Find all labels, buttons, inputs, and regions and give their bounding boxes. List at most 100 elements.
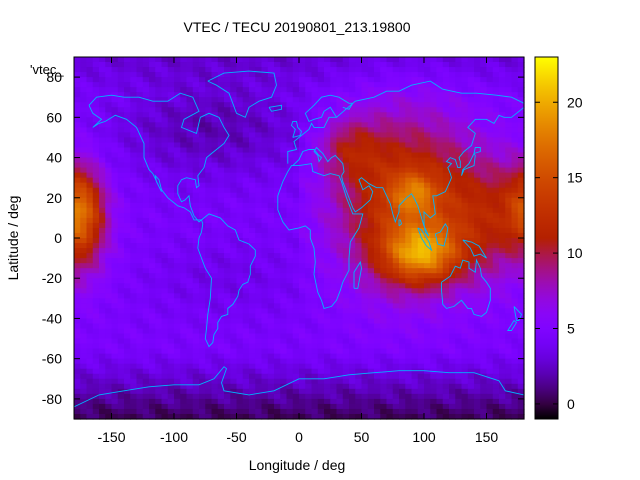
heatmap-cell bbox=[442, 162, 450, 169]
heatmap-cell bbox=[486, 273, 494, 279]
heatmap-cell bbox=[236, 323, 244, 330]
heatmap-cell bbox=[230, 308, 238, 315]
heatmap-cell bbox=[405, 137, 413, 144]
heatmap-cell bbox=[467, 278, 475, 284]
heatmap-cell bbox=[211, 268, 219, 274]
heatmap-cell bbox=[342, 227, 350, 234]
heatmap-cell bbox=[255, 398, 263, 405]
heatmap-cell bbox=[267, 328, 275, 335]
heatmap-cell bbox=[199, 72, 206, 78]
heatmap-cell bbox=[417, 263, 425, 269]
heatmap-cell bbox=[249, 97, 256, 103]
heatmap-cell bbox=[392, 368, 400, 375]
heatmap-cell bbox=[386, 238, 394, 244]
heatmap-cell bbox=[380, 338, 388, 345]
heatmap-cell bbox=[267, 157, 275, 164]
heatmap-cell bbox=[467, 122, 475, 128]
heatmap-cell bbox=[161, 308, 169, 315]
heatmap-cell bbox=[192, 238, 200, 244]
heatmap-cell bbox=[92, 192, 100, 199]
heatmap-cell bbox=[455, 227, 463, 234]
heatmap-cell bbox=[299, 97, 306, 103]
heatmap-cell bbox=[455, 373, 463, 380]
heatmap-cell bbox=[199, 182, 206, 189]
heatmap-cell bbox=[405, 207, 413, 214]
heatmap-cell bbox=[411, 253, 419, 259]
heatmap-cell bbox=[492, 97, 500, 103]
heatmap-cell bbox=[105, 258, 113, 264]
heatmap-cell bbox=[242, 308, 250, 315]
heatmap-cell bbox=[517, 358, 525, 365]
heatmap-cell bbox=[155, 107, 163, 113]
heatmap-cell bbox=[311, 353, 319, 360]
heatmap-cell bbox=[230, 368, 238, 375]
heatmap-cell bbox=[261, 248, 269, 254]
heatmap-cell bbox=[261, 227, 269, 234]
heatmap-cell bbox=[299, 258, 306, 264]
heatmap-cell bbox=[292, 82, 300, 88]
heatmap-cell bbox=[349, 398, 356, 405]
heatmap-cell bbox=[511, 232, 519, 239]
heatmap-cell bbox=[255, 368, 263, 375]
heatmap-cell bbox=[449, 227, 456, 234]
heatmap-cell bbox=[499, 117, 506, 123]
heatmap-cell bbox=[224, 172, 231, 179]
heatmap-cell bbox=[205, 353, 213, 360]
heatmap-cell bbox=[492, 358, 500, 365]
heatmap-cell bbox=[367, 132, 375, 139]
heatmap-cell bbox=[324, 273, 331, 279]
heatmap-cell bbox=[517, 127, 525, 134]
heatmap-cell bbox=[155, 97, 163, 103]
heatmap-cell bbox=[149, 293, 156, 299]
heatmap-cell bbox=[161, 363, 169, 370]
heatmap-cell bbox=[217, 167, 225, 174]
heatmap-cell bbox=[467, 288, 475, 294]
heatmap-cell bbox=[492, 162, 500, 169]
heatmap-cell bbox=[92, 177, 100, 184]
heatmap-cell bbox=[99, 323, 106, 330]
heatmap-cell bbox=[442, 92, 450, 98]
heatmap-cell bbox=[424, 378, 431, 385]
heatmap-cell bbox=[455, 393, 463, 400]
heatmap-cell bbox=[249, 283, 256, 289]
heatmap-cell bbox=[311, 238, 319, 244]
heatmap-cell bbox=[442, 212, 450, 219]
heatmap-cell bbox=[224, 253, 231, 259]
heatmap-cell bbox=[436, 253, 444, 259]
heatmap-cell bbox=[480, 303, 488, 309]
heatmap-cell bbox=[411, 67, 419, 73]
heatmap-cell bbox=[474, 172, 481, 179]
heatmap-cell bbox=[374, 258, 381, 264]
heatmap-cell bbox=[317, 132, 325, 139]
heatmap-cell bbox=[74, 278, 81, 284]
heatmap-cell bbox=[80, 378, 88, 385]
heatmap-cell bbox=[467, 338, 475, 345]
heatmap-cell bbox=[505, 288, 513, 294]
heatmap-cell bbox=[142, 187, 150, 194]
heatmap-cell bbox=[399, 227, 406, 234]
heatmap-cell bbox=[349, 147, 356, 154]
heatmap-cell bbox=[411, 187, 419, 194]
heatmap-cell bbox=[299, 227, 306, 234]
heatmap-cell bbox=[86, 82, 94, 88]
heatmap-cell bbox=[111, 132, 119, 139]
heatmap-cell bbox=[80, 253, 88, 259]
heatmap-cell bbox=[124, 258, 131, 264]
heatmap-cell bbox=[455, 147, 463, 154]
heatmap-cell bbox=[217, 318, 225, 325]
heatmap-cell bbox=[455, 177, 463, 184]
heatmap-cell bbox=[155, 378, 163, 385]
heatmap-cell bbox=[211, 102, 219, 108]
heatmap-cell bbox=[324, 363, 331, 370]
heatmap-cell bbox=[449, 122, 456, 128]
heatmap-cell bbox=[174, 368, 181, 375]
heatmap-cell bbox=[367, 358, 375, 365]
heatmap-cell bbox=[442, 207, 450, 214]
heatmap-cell bbox=[299, 172, 306, 179]
heatmap-cell bbox=[136, 192, 144, 199]
heatmap-cell bbox=[405, 258, 413, 264]
heatmap-cell bbox=[142, 232, 150, 239]
heatmap-cell bbox=[505, 227, 513, 234]
heatmap-cell bbox=[255, 303, 263, 309]
heatmap-cell bbox=[386, 207, 394, 214]
